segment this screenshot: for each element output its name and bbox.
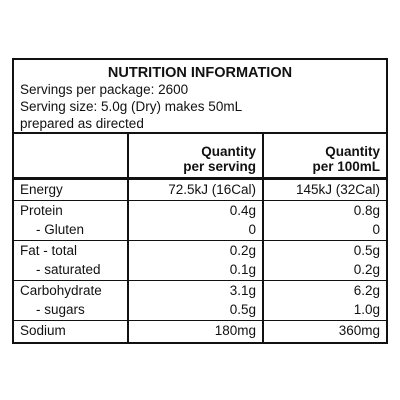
- value-per-100ml: 360mg: [338, 323, 380, 338]
- value-per-100ml: 6.2g: [353, 283, 380, 298]
- rule: [14, 132, 386, 134]
- column-line: [127, 133, 129, 342]
- value-per-100ml: 1.0g: [353, 301, 380, 317]
- column-header: per serving: [183, 159, 256, 174]
- column-header: Quantity: [201, 144, 256, 159]
- column-header: Quantity: [325, 144, 380, 159]
- value-per-serving: 0.4g: [229, 203, 256, 218]
- rule: [14, 199, 386, 201]
- row-label: Fat - total: [20, 243, 78, 258]
- info-line: Servings per package: 2600: [20, 82, 189, 97]
- value-per-100ml: 0.2g: [353, 261, 380, 277]
- rule-thick: [14, 177, 386, 180]
- row-label: Energy: [20, 181, 63, 197]
- value-per-serving: 0: [248, 221, 256, 237]
- row-label: - sugars: [36, 301, 85, 317]
- value-per-serving: 0.1g: [229, 261, 256, 277]
- rule: [14, 279, 386, 281]
- row-label: Protein: [20, 203, 63, 218]
- value-per-100ml: 0.8g: [353, 203, 380, 218]
- column-header: per 100mL: [312, 159, 380, 174]
- value-per-100ml: 145kJ (32Cal): [295, 181, 380, 197]
- info-line: Serving size: 5.0g (Dry) makes 50mL: [20, 99, 243, 114]
- column-line: [262, 133, 264, 342]
- row-label: Carbohydrate: [20, 283, 102, 298]
- info-line: prepared as directed: [20, 116, 144, 131]
- value-per-serving: 0.2g: [229, 243, 256, 258]
- value-per-serving: 180mg: [214, 323, 256, 338]
- rule: [14, 239, 386, 241]
- value-per-100ml: 0.5g: [353, 243, 380, 258]
- row-label: - Gluten: [36, 221, 85, 237]
- row-label: - saturated: [36, 261, 101, 277]
- rule: [14, 319, 386, 321]
- panel-title: NUTRITION INFORMATION: [107, 65, 293, 81]
- nutrition-panel: NUTRITION INFORMATION Servings per packa…: [12, 58, 388, 344]
- value-per-100ml: 0: [372, 221, 380, 237]
- value-per-serving: 3.1g: [229, 283, 256, 298]
- value-per-serving: 72.5kJ (16Cal): [168, 181, 256, 197]
- row-label: Sodium: [20, 323, 66, 338]
- value-per-serving: 0.5g: [229, 301, 256, 317]
